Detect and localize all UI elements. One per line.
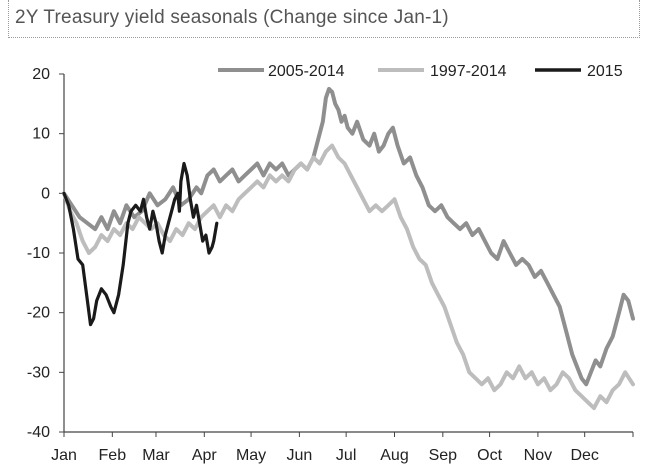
series-line-2005-2014 [62, 86, 635, 387]
y-tick-label: -40 [27, 424, 50, 441]
x-tick-label: Mar [142, 447, 170, 464]
y-tick-label: -30 [27, 364, 50, 381]
x-tick-label: Dec [570, 447, 598, 464]
legend-label: 1997-2014 [430, 63, 507, 80]
chart-title: 2Y Treasury yield seasonals (Change sinc… [15, 7, 449, 28]
x-tick-label: Jul [336, 447, 356, 464]
title-frame: 2Y Treasury yield seasonals (Change sinc… [8, 0, 640, 38]
y-tick-label: 10 [32, 126, 50, 143]
x-tick-label: Aug [380, 447, 408, 464]
x-tick-label: Sep [429, 447, 458, 464]
series-line-2015 [62, 161, 219, 327]
series-line-1997-2014 [62, 143, 635, 411]
x-tick-label: May [236, 447, 266, 464]
legend-label: 2005-2014 [268, 63, 345, 80]
x-tick-label: Jun [286, 447, 312, 464]
legend-label: 2015 [587, 63, 623, 80]
y-tick-label: -10 [27, 245, 50, 262]
x-tick-label: Apr [192, 447, 218, 464]
y-tick-label: -20 [27, 305, 50, 322]
y-tick-label: 20 [32, 66, 50, 83]
x-tick-label: Nov [524, 447, 552, 464]
y-tick-label: 0 [41, 185, 50, 202]
x-tick-label: Jan [51, 447, 77, 464]
x-tick-label: Feb [99, 447, 127, 464]
x-tick-label: Oct [477, 447, 502, 464]
